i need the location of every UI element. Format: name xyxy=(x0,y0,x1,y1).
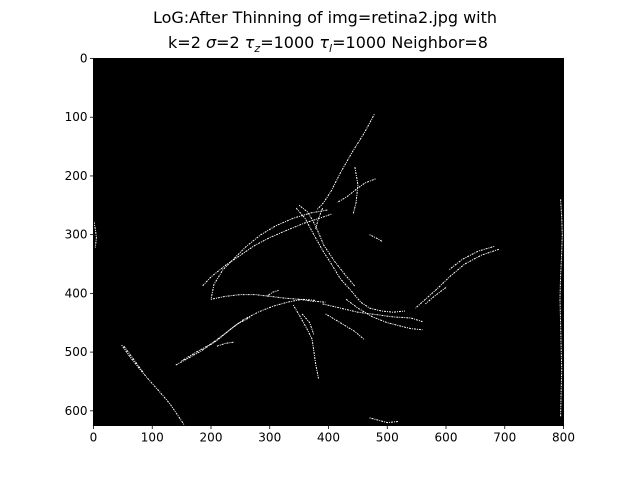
edge-path xyxy=(316,114,375,211)
edge-path xyxy=(210,209,328,300)
y-tick-label: 400 xyxy=(65,286,88,300)
x-axis: 0 100 200 300 400 500 600 700 800 xyxy=(90,425,575,445)
y-tick-label: 200 xyxy=(65,169,88,183)
edge-path xyxy=(301,313,315,335)
y-tick-label: 500 xyxy=(65,345,88,359)
edge-path xyxy=(352,167,359,215)
edge-path xyxy=(298,204,356,287)
title-part-neighbor: =1000 Neighbor=8 xyxy=(332,33,488,52)
x-tick-label: 0 xyxy=(90,431,98,445)
x-tick-label: 800 xyxy=(552,431,575,445)
y-tick-label: 300 xyxy=(65,228,88,242)
edge-path xyxy=(448,245,495,271)
edge-path xyxy=(415,248,500,309)
edge-path xyxy=(121,344,186,426)
x-tick-label: 400 xyxy=(317,431,340,445)
figure-title-line1: LoG:After Thinning of img=retina2.jpg wi… xyxy=(153,8,497,27)
y-tick-label: 100 xyxy=(65,110,88,124)
edge-path xyxy=(123,345,144,373)
title-part-tau-z-value: =1000 xyxy=(260,33,319,52)
edge-path xyxy=(369,417,400,424)
title-part-l-subscript: l xyxy=(329,42,332,55)
x-tick-label: 200 xyxy=(200,431,223,445)
x-tick-label: 600 xyxy=(435,431,458,445)
edge-path xyxy=(175,298,316,366)
edge-path xyxy=(266,289,279,297)
edge-path xyxy=(345,298,423,331)
edge-path xyxy=(295,207,405,313)
figure-title-line2: k=2 σ=2 τz=1000 τl=1000 Neighbor=8 xyxy=(168,33,488,55)
edge-image-background xyxy=(93,58,564,426)
edge-path xyxy=(93,219,97,248)
edge-path xyxy=(322,303,423,323)
x-tick-label: 500 xyxy=(376,431,399,445)
image-plot xyxy=(93,58,564,426)
x-tick-label: 700 xyxy=(493,431,516,445)
title-part-sigma: σ xyxy=(206,33,217,52)
edge-path xyxy=(292,304,319,379)
x-tick-label: 100 xyxy=(141,431,164,445)
y-axis: 0 100 200 300 400 500 600 xyxy=(65,52,94,418)
title-part-tau-l: τ xyxy=(319,33,329,52)
x-tick-label: 300 xyxy=(258,431,281,445)
edge-lines xyxy=(93,114,563,426)
title-part-tau-z: τ xyxy=(245,33,255,52)
edge-path xyxy=(325,313,365,340)
edge-path xyxy=(216,341,235,347)
title-part-sigma-value: =2 xyxy=(216,33,245,52)
title-part-z-subscript: z xyxy=(253,42,260,55)
edge-path xyxy=(369,234,383,243)
edge-path xyxy=(337,178,376,203)
edge-path xyxy=(559,199,563,417)
y-tick-label: 0 xyxy=(80,52,88,66)
title-part-k: k=2 xyxy=(168,33,206,52)
y-tick-label: 600 xyxy=(65,404,88,418)
